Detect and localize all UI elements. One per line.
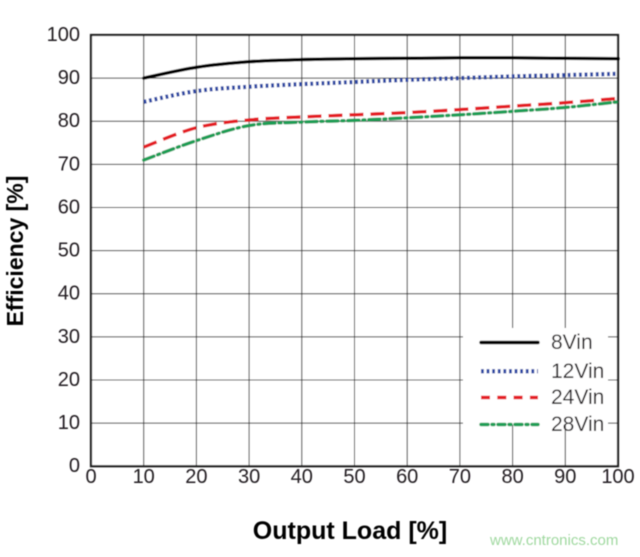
svg-text:60: 60 (58, 197, 80, 219)
svg-text:50: 50 (58, 240, 80, 262)
svg-text:40: 40 (291, 466, 313, 488)
svg-text:12Vin: 12Vin (551, 360, 604, 383)
svg-text:90: 90 (58, 67, 80, 89)
svg-text:0: 0 (85, 466, 96, 488)
svg-text:100: 100 (47, 24, 80, 46)
svg-text:80: 80 (501, 466, 523, 488)
svg-text:20: 20 (58, 369, 80, 391)
svg-text:Efficiency [%]: Efficiency [%] (2, 176, 28, 327)
svg-text:8Vin: 8Vin (551, 331, 593, 354)
svg-text:24Vin: 24Vin (551, 386, 604, 409)
svg-text:0: 0 (69, 455, 80, 477)
svg-text:10: 10 (58, 412, 80, 434)
svg-text:70: 70 (449, 466, 471, 488)
svg-text:90: 90 (554, 466, 576, 488)
svg-text:28Vin: 28Vin (551, 413, 604, 436)
svg-text:60: 60 (396, 466, 418, 488)
svg-text:Output Load [%]: Output Load [%] (253, 517, 447, 545)
svg-text:30: 30 (58, 326, 80, 348)
svg-text:40: 40 (58, 283, 80, 305)
svg-text:30: 30 (238, 466, 260, 488)
svg-text:10: 10 (133, 466, 155, 488)
svg-text:80: 80 (58, 110, 80, 132)
svg-text:100: 100 (601, 466, 634, 488)
svg-text:70: 70 (58, 153, 80, 175)
svg-text:www.cntronics.com: www.cntronics.com (489, 532, 618, 549)
svg-text:20: 20 (185, 466, 207, 488)
svg-text:50: 50 (343, 466, 365, 488)
